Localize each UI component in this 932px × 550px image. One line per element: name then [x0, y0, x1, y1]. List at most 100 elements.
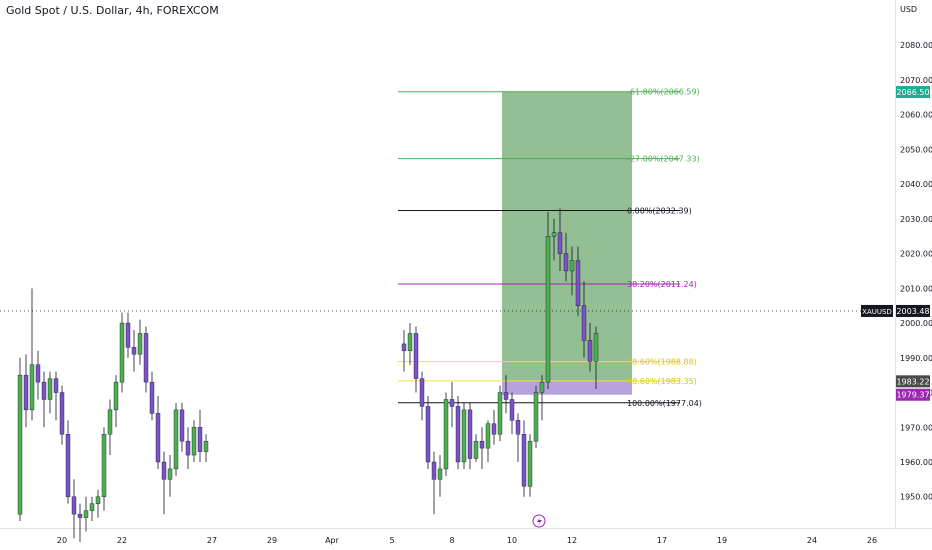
price-label: 1979.37 [896, 391, 929, 400]
candle[interactable] [125, 322, 131, 348]
candle[interactable] [545, 236, 551, 383]
candle[interactable] [101, 434, 107, 497]
candle[interactable] [113, 381, 119, 411]
candle[interactable] [197, 427, 203, 452]
candle[interactable] [563, 253, 569, 272]
candle[interactable] [485, 423, 491, 449]
y-tick-label: 1960.00 [900, 458, 932, 467]
candle[interactable] [29, 364, 35, 411]
candle[interactable] [71, 496, 77, 515]
candle[interactable] [443, 399, 449, 470]
lightning-icon [537, 517, 542, 526]
candle[interactable] [539, 381, 545, 393]
candle[interactable] [131, 347, 137, 355]
candle[interactable] [527, 440, 533, 487]
candle[interactable] [53, 378, 59, 393]
symbol-tag: XAUUSD [862, 308, 892, 316]
fib-label: -27.00%(2047.33) [627, 155, 700, 164]
candle[interactable] [509, 399, 515, 421]
y-tick-label: 2070.00 [900, 76, 932, 85]
price-label-bg [896, 388, 930, 401]
price-label-bg [896, 86, 930, 99]
candle[interactable] [89, 503, 95, 511]
candle[interactable] [155, 413, 161, 463]
y-tick-label: 2010.00 [900, 284, 932, 293]
y-tick-label: 2020.00 [900, 250, 932, 259]
x-tick-label: 27 [207, 536, 217, 545]
candle[interactable] [167, 468, 173, 480]
candle[interactable] [419, 378, 425, 407]
candle[interactable] [569, 260, 575, 272]
candle[interactable] [503, 392, 509, 400]
candle[interactable] [179, 409, 185, 442]
y-tick-label: 2080.00 [900, 41, 932, 50]
candle[interactable] [143, 333, 149, 383]
current-price-label: 2003.48 [896, 307, 929, 316]
x-tick-label: 24 [807, 536, 817, 545]
candle[interactable] [479, 440, 485, 449]
x-tick-label: 17 [657, 536, 667, 545]
current-price-label-bg [896, 304, 930, 317]
fib-label: 88.60%(1983.35) [627, 377, 697, 386]
stop-zone[interactable] [502, 381, 632, 395]
candle[interactable] [521, 434, 527, 487]
candle[interactable] [455, 406, 461, 463]
candle[interactable] [413, 333, 419, 379]
candle[interactable] [149, 381, 155, 414]
candle[interactable] [473, 440, 479, 459]
fib-label: 38.20%(2011.24) [627, 280, 697, 289]
candle[interactable] [107, 409, 113, 435]
candle[interactable] [191, 427, 197, 456]
candle[interactable] [449, 399, 455, 407]
candle[interactable] [401, 343, 407, 352]
candle[interactable] [551, 232, 557, 237]
candle[interactable] [587, 340, 593, 362]
candle[interactable] [41, 381, 47, 400]
candle[interactable] [185, 440, 191, 456]
candle[interactable] [17, 374, 23, 515]
target-zone[interactable] [502, 92, 632, 382]
candle[interactable] [407, 333, 413, 352]
candle[interactable] [593, 333, 599, 362]
time-scale-border [0, 528, 932, 529]
candle[interactable] [515, 420, 521, 435]
y-tick-label: 1950.00 [900, 493, 932, 502]
y-tick-label: 1970.00 [900, 423, 932, 432]
fib-label: 0.00%(2032.39) [627, 207, 692, 216]
x-tick-label: 5 [389, 536, 394, 545]
candle[interactable] [35, 364, 41, 383]
candle[interactable] [491, 423, 497, 435]
candle[interactable] [431, 461, 437, 480]
candle[interactable] [83, 510, 89, 518]
candle[interactable] [47, 378, 53, 400]
x-tick-label: 19 [717, 536, 727, 545]
candle[interactable] [59, 392, 65, 435]
candle[interactable] [533, 392, 539, 442]
fib-label: 100.00%(1977.04) [627, 399, 702, 408]
candle[interactable] [497, 392, 503, 435]
candle[interactable] [161, 461, 167, 480]
candle[interactable] [95, 496, 101, 504]
candle[interactable] [557, 232, 563, 254]
x-tick-label: 12 [567, 536, 577, 545]
candle[interactable] [77, 513, 83, 518]
candle[interactable] [575, 260, 581, 306]
candle[interactable] [437, 468, 443, 480]
x-tick-label: 22 [117, 536, 127, 545]
candle[interactable] [461, 409, 467, 463]
candle[interactable] [119, 322, 125, 383]
candle[interactable] [65, 434, 71, 497]
candle[interactable] [173, 409, 179, 470]
x-tick-label: 29 [267, 536, 277, 545]
candle[interactable] [425, 406, 431, 463]
candle[interactable] [203, 440, 209, 452]
candle[interactable] [23, 374, 29, 411]
x-tick-label: 26 [867, 536, 877, 545]
y-tick-label: 2040.00 [900, 180, 932, 189]
candle[interactable] [467, 409, 473, 459]
candle[interactable] [137, 333, 143, 355]
price-label: 2066.50 [896, 88, 929, 97]
candle[interactable] [581, 305, 587, 341]
